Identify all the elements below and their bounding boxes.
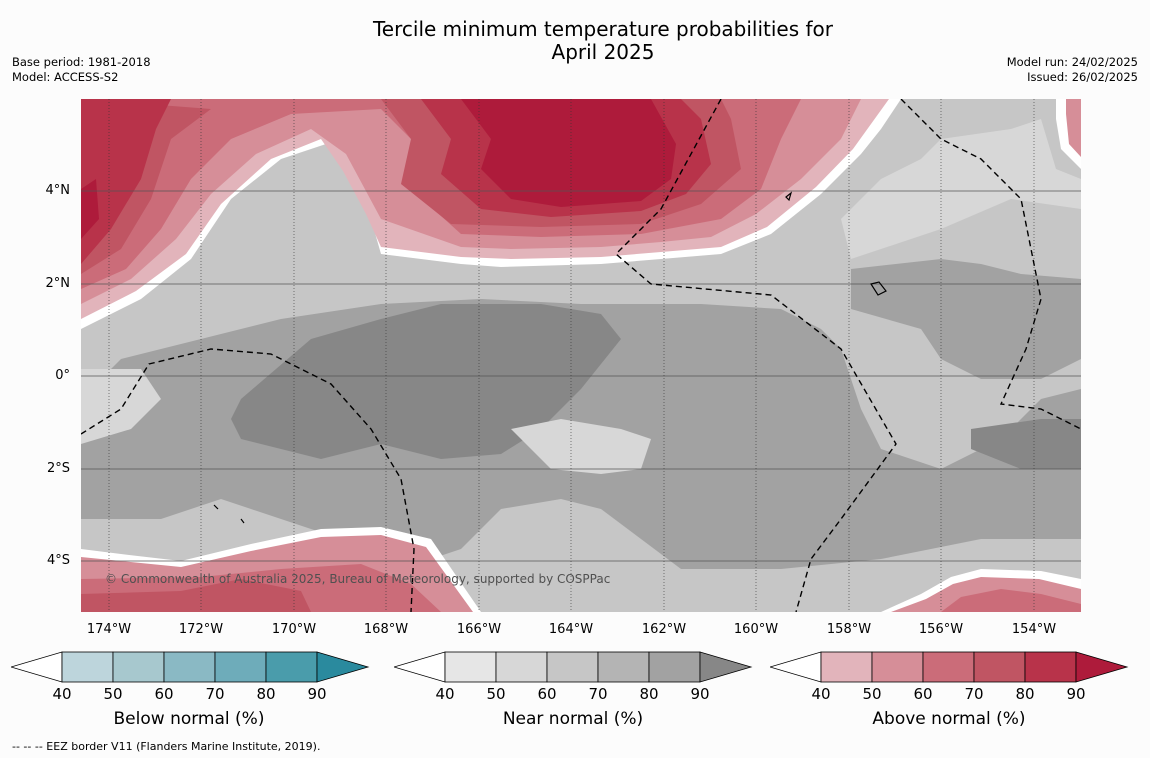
lat-gridlines — [81, 190, 1081, 562]
near-tick-0: 40 — [435, 685, 455, 703]
above-normal-ne — [1066, 99, 1081, 157]
copyright-notice: © Commonwealth of Australia 2025, Bureau… — [105, 572, 611, 586]
near-normal-90-band — [231, 304, 621, 459]
near-normal-50-left — [81, 369, 161, 444]
colorbar-near-swatches — [392, 651, 753, 683]
near-tick-4: 80 — [639, 685, 659, 703]
colorbar-below-normal — [9, 651, 371, 687]
above-tick-5: 90 — [1066, 685, 1086, 703]
x-tick-7: 160°W — [733, 622, 779, 637]
y-tick-3: 2°S — [46, 461, 70, 476]
meta-right: Model run: 24/02/2025 Issued: 26/02/2025 — [1007, 55, 1138, 85]
colorbar-near-normal — [392, 651, 754, 687]
x-tick-1: 172°W — [178, 622, 224, 637]
above-normal-sw-70 — [81, 579, 311, 612]
colorbar-above-normal — [768, 651, 1130, 687]
x-tick-8: 158°W — [826, 622, 872, 637]
above-tick-4: 80 — [1015, 685, 1035, 703]
near-normal-90-band-mid — [851, 259, 1081, 379]
x-tick-0: 174°W — [86, 622, 132, 637]
below-normal-title: Below normal (%) — [113, 709, 265, 729]
near-normal-50-mid — [511, 419, 651, 474]
eez-footnote: -- -- -- EEZ border V11 (Flanders Marine… — [12, 740, 321, 753]
eez-borders — [81, 99, 1081, 612]
above-tick-1: 50 — [862, 685, 882, 703]
x-tick-3: 168°W — [363, 622, 409, 637]
base-period: Base period: 1981-2018 — [12, 55, 151, 69]
above-normal-80 — [81, 99, 171, 264]
islands — [213, 191, 887, 524]
x-tick-10: 154°W — [1011, 622, 1057, 637]
model-run: Model run: 24/02/2025 — [1006, 55, 1138, 69]
x-tick-9: 156°W — [918, 622, 964, 637]
above-normal-title: Above normal (%) — [872, 709, 1026, 729]
near-tick-5: 90 — [690, 685, 710, 703]
above-normal-se-60 — [941, 589, 1081, 612]
near-tick-1: 50 — [486, 685, 506, 703]
colorbar-above-swatches — [768, 651, 1129, 683]
above-tick-3: 70 — [964, 685, 984, 703]
y-tick-4: 4°S — [46, 553, 70, 568]
y-tick-1: 2°N — [45, 276, 71, 291]
below-tick-4: 80 — [256, 685, 276, 703]
below-tick-5: 90 — [307, 685, 327, 703]
title-line-1: Tercile minimum temperature probabilitie… — [372, 17, 834, 41]
y-tick-0: 4°N — [45, 183, 71, 198]
below-tick-2: 60 — [154, 685, 174, 703]
above-tick-2: 60 — [913, 685, 933, 703]
issued-date: Issued: 26/02/2025 — [1027, 70, 1138, 84]
meta-left: Base period: 1981-2018 Model: ACCESS-S2 — [12, 55, 151, 85]
near-tick-3: 70 — [588, 685, 608, 703]
colorbar-below-swatches — [9, 651, 370, 683]
above-normal-90 — [461, 99, 676, 207]
above-tick-0: 40 — [811, 685, 831, 703]
near-normal-50-north — [841, 119, 1081, 259]
x-tick-5: 164°W — [548, 622, 594, 637]
near-normal-90-band-east — [971, 419, 1081, 469]
map-contours — [81, 99, 1081, 612]
below-tick-1: 50 — [103, 685, 123, 703]
map-title: Tercile minimum temperature probabilitie… — [0, 18, 1150, 64]
probability-map: © Commonwealth of Australia 2025, Bureau… — [81, 99, 1081, 612]
near-tick-2: 60 — [537, 685, 557, 703]
y-tick-2: 0° — [55, 368, 70, 383]
model-name: Model: ACCESS-S2 — [12, 70, 119, 84]
below-tick-0: 40 — [52, 685, 72, 703]
near-normal-title: Near normal (%) — [502, 709, 644, 729]
x-tick-4: 166°W — [456, 622, 502, 637]
x-tick-2: 170°W — [271, 622, 317, 637]
x-tick-6: 162°W — [641, 622, 687, 637]
title-line-2: April 2025 — [551, 40, 655, 64]
below-tick-3: 70 — [205, 685, 225, 703]
above-normal-90-west — [81, 179, 99, 239]
